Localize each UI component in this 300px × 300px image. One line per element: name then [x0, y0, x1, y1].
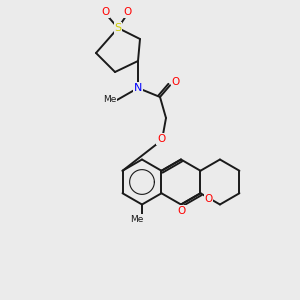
Text: O: O	[172, 77, 180, 87]
Text: S: S	[114, 23, 122, 33]
Text: O: O	[157, 134, 165, 144]
Text: N: N	[134, 83, 142, 93]
Text: Me: Me	[130, 215, 144, 224]
Text: O: O	[124, 7, 132, 17]
Text: O: O	[178, 206, 186, 215]
Text: Me: Me	[103, 95, 116, 104]
Text: O: O	[101, 7, 109, 17]
Text: O: O	[204, 194, 213, 204]
